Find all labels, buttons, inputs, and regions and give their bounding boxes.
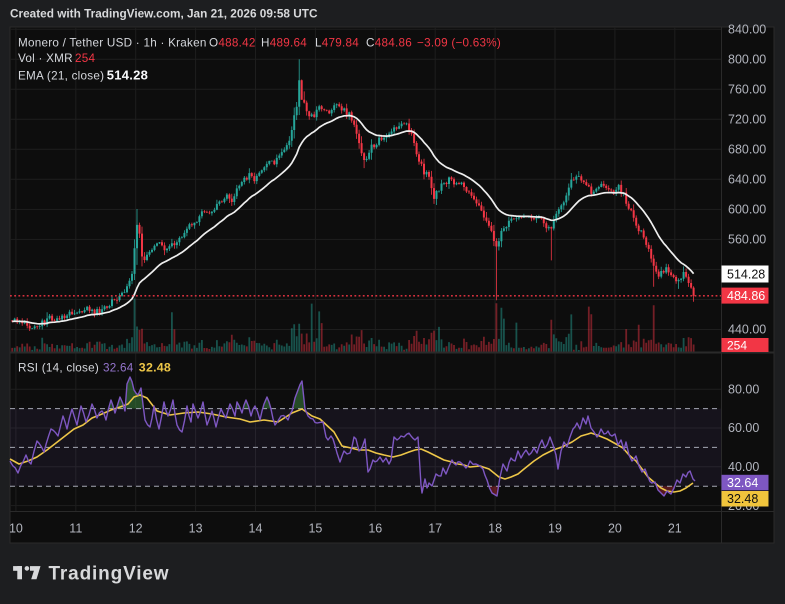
svg-text:254: 254 (75, 52, 96, 65)
svg-text:15: 15 (308, 522, 322, 536)
svg-text:760.00: 760.00 (728, 82, 766, 96)
svg-text:600.00: 600.00 (728, 203, 766, 217)
svg-text:19: 19 (548, 522, 562, 536)
svg-text:560.00: 560.00 (728, 233, 766, 247)
svg-text:17: 17 (428, 522, 442, 536)
svg-text:60.00: 60.00 (728, 421, 759, 435)
svg-text:20: 20 (608, 522, 622, 536)
svg-text:18: 18 (488, 522, 502, 536)
svg-text:32.64: 32.64 (727, 476, 758, 490)
svg-text:40.00: 40.00 (728, 460, 759, 474)
svg-text:720.00: 720.00 (728, 113, 766, 127)
svg-text:L479.84: L479.84 (315, 37, 359, 50)
svg-text:O488.42: O488.42 (209, 37, 256, 50)
svg-text:680.00: 680.00 (728, 143, 766, 157)
svg-text:32.64: 32.64 (103, 361, 134, 374)
svg-text:Created with TradingView.com,: Created with TradingView.com, Jan 21, 20… (10, 7, 318, 21)
svg-text:32.48: 32.48 (727, 492, 758, 506)
svg-text:Monero / Tether USD · 1h · Kra: Monero / Tether USD · 1h · Kraken (18, 37, 207, 50)
svg-text:440.00: 440.00 (728, 323, 766, 337)
svg-text:484.86: 484.86 (727, 289, 765, 303)
svg-text:13: 13 (189, 522, 203, 536)
svg-text:H489.64: H489.64 (261, 37, 307, 50)
svg-text:RSI (14, close): RSI (14, close) (18, 361, 99, 374)
svg-text:11: 11 (69, 522, 82, 536)
svg-text:10: 10 (9, 522, 23, 536)
svg-text:514.28: 514.28 (107, 67, 148, 82)
svg-text:640.00: 640.00 (728, 173, 766, 187)
svg-text:EMA (21, close): EMA (21, close) (18, 69, 104, 82)
svg-text:80.00: 80.00 (728, 382, 759, 396)
svg-text:TradingView: TradingView (49, 564, 170, 585)
svg-text:12: 12 (129, 522, 143, 536)
svg-text:32.48: 32.48 (139, 360, 171, 374)
svg-text:14: 14 (249, 522, 263, 536)
svg-text:Vol · XMR: Vol · XMR (18, 52, 73, 65)
svg-text:800.00: 800.00 (728, 52, 766, 66)
svg-text:C484.86: C484.86 (366, 37, 412, 50)
svg-text:254: 254 (727, 338, 747, 352)
svg-text:840.00: 840.00 (728, 22, 766, 36)
svg-text:21: 21 (668, 522, 682, 536)
svg-text:514.28: 514.28 (727, 267, 765, 281)
svg-text:16: 16 (368, 522, 382, 536)
svg-text:−3.09 (−0.63%): −3.09 (−0.63%) (417, 37, 501, 50)
